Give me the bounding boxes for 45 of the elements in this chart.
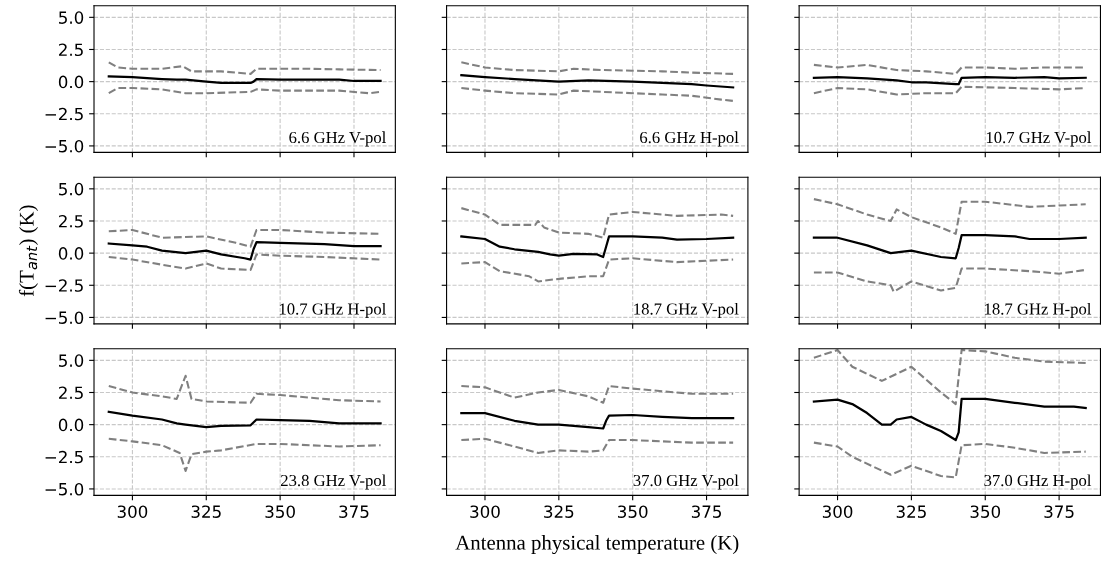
x-axis-title: Antenna physical temperature (K): [455, 535, 739, 555]
y-tick-label: −5.0: [45, 482, 84, 496]
y-tick-label: 2.5: [59, 214, 83, 228]
x-tick-label: 300: [117, 505, 148, 518]
annotation: 6.6 GHz V-pol: [289, 131, 386, 147]
annotation: 18.7 GHz V-pol: [634, 302, 739, 318]
line-series: [107, 253, 382, 271]
annotation: 10.7 GHz H-pol: [279, 302, 386, 318]
annotation: 18.7 GHz H-pol: [985, 302, 1092, 318]
line-series: [107, 75, 382, 85]
annotation: 37.0 GHz V-pol: [633, 474, 739, 490]
y-tick-label: 2.5: [59, 43, 83, 57]
x-tick-label: 325: [896, 505, 926, 518]
y-tick-label: 2.5: [59, 386, 83, 400]
y-tick-label: −2.5: [45, 279, 83, 292]
x-tick-label: 350: [265, 505, 295, 518]
y-tick-label: 5.0: [59, 354, 84, 367]
y-axis-title: f(T$_{ant}$) (K): [18, 205, 38, 297]
x-tick-label: 375: [691, 505, 721, 518]
annotation: 10.7 GHz V-pol: [986, 131, 1092, 147]
y-tick-label: 5.0: [59, 11, 84, 24]
annotation: 37.0 GHz H-pol: [984, 474, 1092, 490]
line-series: [107, 61, 382, 75]
y-tick-label: −2.5: [45, 450, 83, 464]
y-tick-label: 5.0: [59, 182, 84, 196]
x-tick-label: 325: [544, 505, 574, 518]
y-tick-label: −5.0: [45, 139, 84, 153]
annotation: 23.8 GHz V-pol: [281, 474, 386, 490]
annotation: 6.6 GHz H-pol: [640, 131, 739, 147]
x-tick-label: 350: [618, 505, 648, 518]
x-tick-label: 350: [970, 505, 1001, 518]
x-tick-label: 300: [822, 505, 853, 518]
line-series: [107, 374, 382, 404]
x-tick-label: 375: [339, 505, 369, 518]
line-series: [107, 437, 382, 472]
y-tick-label: −5.0: [45, 311, 84, 324]
x-tick-label: 375: [1044, 505, 1074, 518]
x-tick-label: 300: [470, 505, 500, 518]
x-tick-label: 325: [191, 505, 221, 518]
line-series: [107, 410, 382, 429]
line-series: [107, 241, 382, 261]
y-tick-label: 0.0: [58, 247, 84, 260]
y-tick-label: −2.5: [45, 107, 83, 121]
y-tick-label: 0.0: [58, 418, 84, 432]
y-tick-label: 0.0: [58, 75, 84, 89]
